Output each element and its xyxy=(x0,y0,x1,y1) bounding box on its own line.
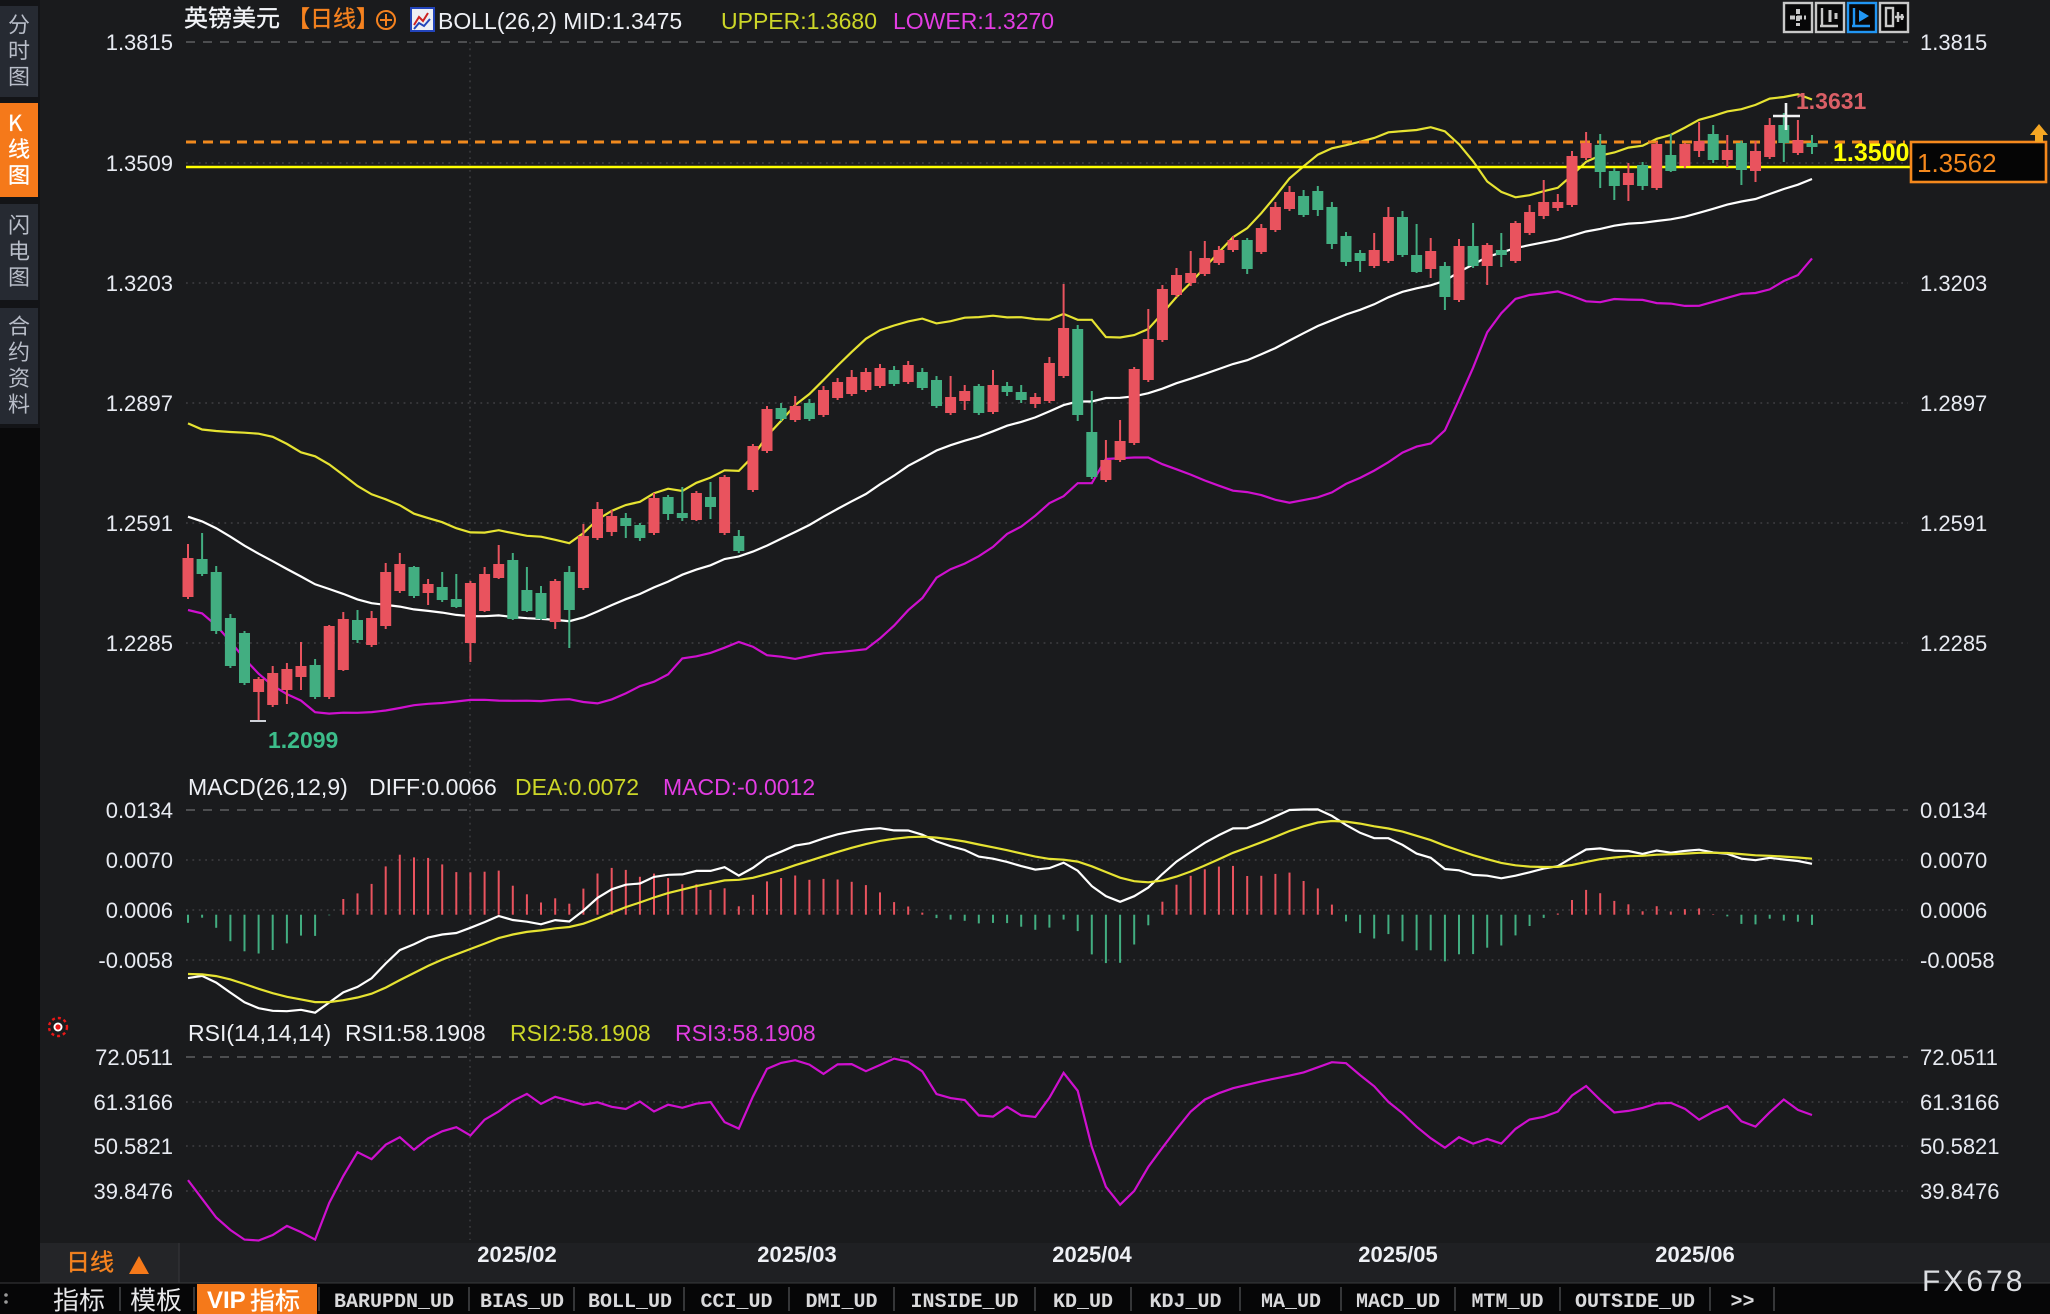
svg-text:50.5821: 50.5821 xyxy=(93,1134,173,1159)
svg-text:RSI(14,14,14): RSI(14,14,14) xyxy=(188,1020,331,1046)
svg-text:KDJ_UD: KDJ_UD xyxy=(1149,1291,1221,1314)
svg-text:39.8476: 39.8476 xyxy=(1920,1179,2000,1204)
svg-text:CCI_UD: CCI_UD xyxy=(700,1291,772,1314)
svg-text:KD_UD: KD_UD xyxy=(1053,1291,1113,1314)
svg-text:1.2591: 1.2591 xyxy=(106,511,173,536)
svg-text:MACD_UD: MACD_UD xyxy=(1356,1291,1440,1314)
svg-text:72.0511: 72.0511 xyxy=(1920,1045,1998,1070)
svg-text:0.0134: 0.0134 xyxy=(1920,798,1987,823)
svg-text:1.3203: 1.3203 xyxy=(1920,271,1987,296)
svg-text:50.5821: 50.5821 xyxy=(1920,1134,2000,1159)
svg-text:72.0511: 72.0511 xyxy=(95,1045,173,1070)
svg-text:MA_UD: MA_UD xyxy=(1261,1291,1321,1314)
svg-text:FX678: FX678 xyxy=(1922,1265,2025,1298)
svg-text:DIFF:0.0066: DIFF:0.0066 xyxy=(369,774,497,800)
svg-text:1.3815: 1.3815 xyxy=(1920,30,1987,55)
svg-text:DMI_UD: DMI_UD xyxy=(805,1291,877,1314)
svg-text:BIAS_UD: BIAS_UD xyxy=(480,1291,564,1314)
svg-text:RSI2:58.1908: RSI2:58.1908 xyxy=(510,1020,651,1046)
svg-text:RSI3:58.1908: RSI3:58.1908 xyxy=(675,1020,816,1046)
svg-text:MTM_UD: MTM_UD xyxy=(1471,1291,1543,1314)
svg-text:-0.0058: -0.0058 xyxy=(98,948,173,973)
svg-text:2025/03: 2025/03 xyxy=(757,1242,837,1267)
svg-text:1.3631: 1.3631 xyxy=(1796,88,1867,114)
svg-text:0.0006: 0.0006 xyxy=(1920,898,1987,923)
svg-text:RSI1:58.1908: RSI1:58.1908 xyxy=(345,1020,486,1046)
svg-text:0.0070: 0.0070 xyxy=(1920,848,1987,873)
svg-text:MACD(26,12,9): MACD(26,12,9) xyxy=(188,774,348,800)
svg-text:2025/04: 2025/04 xyxy=(1052,1242,1132,1267)
svg-text:1.3815: 1.3815 xyxy=(106,30,173,55)
svg-text:OUTSIDE_UD: OUTSIDE_UD xyxy=(1575,1291,1695,1314)
svg-text:1.3509: 1.3509 xyxy=(106,151,173,176)
svg-text:VIP: VIP xyxy=(207,1287,246,1314)
svg-text:2025/02: 2025/02 xyxy=(477,1242,557,1267)
svg-text:2025/06: 2025/06 xyxy=(1655,1242,1735,1267)
svg-text:61.3166: 61.3166 xyxy=(93,1090,173,1115)
svg-text:1.2099: 1.2099 xyxy=(268,727,338,753)
svg-text:LOWER:1.3270: LOWER:1.3270 xyxy=(893,8,1054,34)
svg-text:>>: >> xyxy=(1730,1291,1754,1314)
svg-text:1.2285: 1.2285 xyxy=(1920,631,1987,656)
svg-text:1.2897: 1.2897 xyxy=(106,391,173,416)
svg-text:1.2591: 1.2591 xyxy=(1920,511,1987,536)
svg-text:1.3500: 1.3500 xyxy=(1833,139,1909,167)
svg-text:-0.0058: -0.0058 xyxy=(1920,948,1995,973)
svg-text:0.0006: 0.0006 xyxy=(106,898,173,923)
svg-text:INSIDE_UD: INSIDE_UD xyxy=(910,1291,1018,1314)
svg-text:61.3166: 61.3166 xyxy=(1920,1090,2000,1115)
svg-text:BARUPDN_UD: BARUPDN_UD xyxy=(334,1291,454,1314)
svg-text:1.3562: 1.3562 xyxy=(1917,148,1997,178)
svg-text:BOLL(26,2) MID:1.3475: BOLL(26,2) MID:1.3475 xyxy=(438,8,682,34)
svg-text:UPPER:1.3680: UPPER:1.3680 xyxy=(721,8,877,34)
svg-text:0.0070: 0.0070 xyxy=(106,848,173,873)
svg-text:1.3203: 1.3203 xyxy=(106,271,173,296)
svg-text:2025/05: 2025/05 xyxy=(1358,1242,1438,1267)
svg-text:0.0134: 0.0134 xyxy=(106,798,173,823)
svg-text:1.2285: 1.2285 xyxy=(106,631,173,656)
svg-text:BOLL_UD: BOLL_UD xyxy=(588,1291,672,1314)
svg-text:DEA:0.0072: DEA:0.0072 xyxy=(515,774,639,800)
svg-text:1.2897: 1.2897 xyxy=(1920,391,1987,416)
svg-text:MACD:-0.0012: MACD:-0.0012 xyxy=(663,774,815,800)
svg-text:39.8476: 39.8476 xyxy=(93,1179,173,1204)
